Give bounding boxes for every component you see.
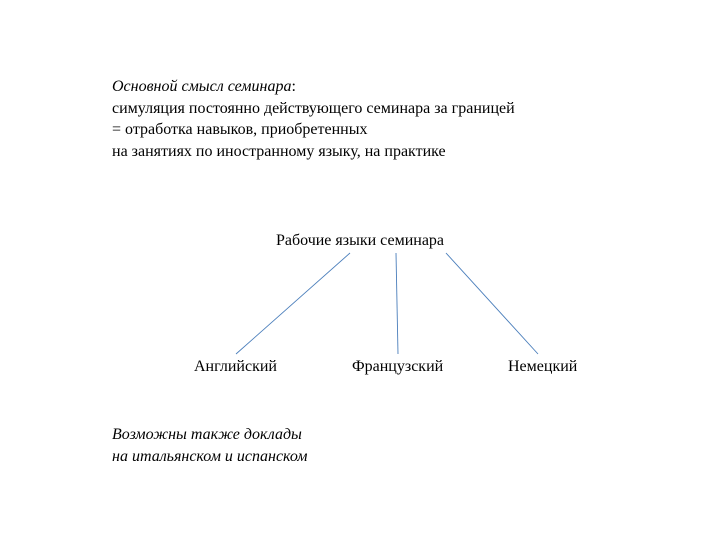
intro-colon: : — [291, 78, 295, 95]
tree-leaf-2: Французский — [352, 358, 443, 376]
footnote-line-1: Возможны также доклады — [112, 424, 308, 446]
footnote-block: Возможны также доклады на итальянском и … — [112, 424, 308, 467]
intro-line-1: симуляция постоянно действующего семинар… — [112, 98, 515, 120]
intro-block: Основной смысл семинара: симуляция посто… — [112, 76, 515, 162]
tree-leaf-1: Английский — [194, 358, 277, 376]
edge-line-2 — [396, 253, 398, 354]
intro-line-3: на занятиях по иностранному языку, на пр… — [112, 141, 515, 163]
footnote-line-2: на итальянском и испанском — [112, 446, 308, 468]
intro-title: Основной смысл семинара — [112, 78, 291, 95]
edge-line-1 — [236, 253, 350, 354]
edge-line-3 — [446, 253, 538, 354]
tree-root-label: Рабочие языки семинара — [0, 232, 720, 250]
intro-line-2: = отработка навыков, приобретенных — [112, 119, 515, 141]
tree-leaf-3: Немецкий — [508, 358, 577, 376]
